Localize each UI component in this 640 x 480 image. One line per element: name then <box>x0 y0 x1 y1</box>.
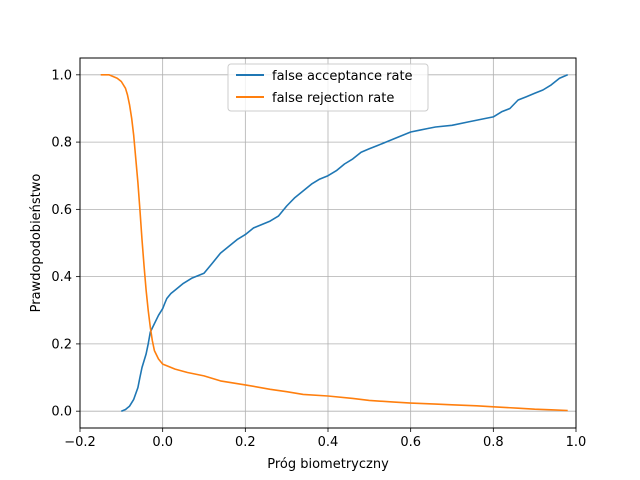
x-tick-label: 0.6 <box>400 435 421 450</box>
y-tick-label: 1.0 <box>51 68 72 83</box>
axis-ticks: −0.2 0.0 0.2 0.4 0.6 0.8 1.0 0.0 0.2 0.4 0.6 0.8 1.0 <box>51 68 586 450</box>
legend: false acceptance rate false rejection ra… <box>227 63 429 112</box>
x-tick-label: −0.2 <box>64 435 96 450</box>
x-axis-title: Próg biometryczny <box>267 457 389 472</box>
x-tick-label: 0.8 <box>483 435 504 450</box>
legend-label-false-rejection-rate: false rejection rate <box>272 91 394 106</box>
x-tick-label: 0.0 <box>152 435 173 450</box>
x-tick-label: 1.0 <box>566 435 587 450</box>
y-tick-label: 0.0 <box>51 405 72 420</box>
legend-box <box>227 63 429 112</box>
legend-label-false-acceptance-rate: false acceptance rate <box>272 69 413 84</box>
series-line-false-rejection-rate <box>100 74 568 412</box>
plot-series <box>100 74 569 412</box>
y-tick-label: 0.4 <box>51 270 72 285</box>
x-tick-label: 0.4 <box>318 435 339 450</box>
y-axis-title: Prawdopodobieństwo <box>29 174 44 313</box>
y-tick-label: 0.2 <box>51 337 72 352</box>
y-tick-label: 0.8 <box>51 136 72 151</box>
x-tick-label: 0.2 <box>235 435 256 450</box>
series-line-false-acceptance-rate <box>120 74 569 412</box>
grid-lines <box>79 58 577 428</box>
y-tick-label: 0.6 <box>51 203 72 218</box>
